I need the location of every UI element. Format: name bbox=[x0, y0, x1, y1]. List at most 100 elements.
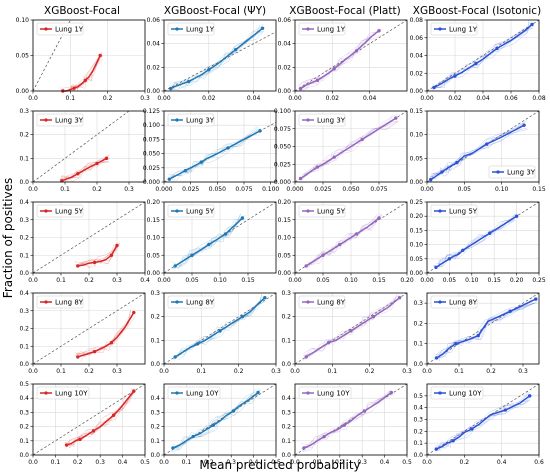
calibration-point bbox=[173, 264, 177, 268]
fold-calibration-curve bbox=[303, 120, 399, 175]
plot-frame bbox=[294, 201, 408, 274]
fold-calibration-curve bbox=[430, 124, 523, 179]
panel-r2-c1: 0.0 0.1 0.2 0.3 0.0 0.1 0.2 0.3 Lung 3Y bbox=[19, 108, 146, 193]
legend-marker bbox=[496, 170, 500, 174]
legend-label: Lung 10Y bbox=[55, 390, 88, 398]
y-tick-label: 0.4 bbox=[19, 395, 29, 402]
y-tick-label: 0.100 bbox=[143, 122, 160, 129]
legend-box bbox=[36, 204, 84, 218]
calibration-point bbox=[191, 434, 195, 439]
x-tick-label: 0.08 bbox=[532, 95, 546, 102]
x-tick-label: 0.000 bbox=[155, 186, 172, 193]
x-tick-label: 0.05 bbox=[185, 277, 199, 284]
calibration-point bbox=[432, 85, 436, 90]
legend-marker bbox=[306, 118, 310, 122]
calibration-point bbox=[207, 68, 211, 72]
calibration-point bbox=[231, 409, 236, 413]
fold-calibration-curve bbox=[66, 53, 102, 91]
fold-calibration-curve bbox=[305, 294, 398, 358]
legend: Lung 1Y bbox=[430, 22, 478, 36]
calibration-point bbox=[72, 86, 76, 90]
legend: Lung 5Y bbox=[36, 204, 84, 218]
fold-calibration-curve bbox=[432, 127, 528, 180]
calibration-point bbox=[132, 389, 136, 393]
legend-box bbox=[36, 295, 84, 309]
fold-calibration-curve bbox=[78, 249, 114, 266]
x-axis-label: Mean predicted probability bbox=[199, 458, 360, 472]
legend: Lung 3Y bbox=[167, 113, 215, 127]
calibration-point bbox=[115, 243, 119, 248]
x-tick-label: 0.20 bbox=[400, 277, 414, 284]
x-tick-label: 0.0 bbox=[28, 186, 38, 193]
x-tick-label: 0.3 bbox=[357, 459, 367, 466]
legend: Lung 1Y bbox=[167, 22, 215, 36]
fold-calibration-curve bbox=[173, 217, 242, 268]
legend-marker bbox=[175, 118, 179, 122]
panel-r4-c4: 0.0 0.1 0.2 0.3 0.0 0.1 0.2 0.3 Lung 8Y bbox=[413, 292, 540, 375]
y-tick-label: 0.02 bbox=[147, 64, 161, 71]
y-tick-label: 0.3 bbox=[150, 409, 160, 416]
calibration-point bbox=[332, 155, 336, 159]
calibration-point bbox=[256, 390, 260, 395]
fold-calibration-curve bbox=[170, 130, 258, 177]
fold-calibration-curve bbox=[168, 31, 261, 90]
y-tick-label: 0.3 bbox=[413, 417, 423, 424]
fold-calibration-curve bbox=[171, 213, 241, 267]
legend-label: Lung 1Y bbox=[317, 26, 346, 34]
calibration-point bbox=[321, 253, 325, 257]
plot-frame bbox=[426, 292, 540, 365]
x-tick-label: 0.2 bbox=[234, 368, 244, 375]
legend-label: Lung 10Y bbox=[317, 390, 350, 398]
legend-label: Lung 8Y bbox=[449, 299, 478, 307]
y-tick-label: 0.2 bbox=[281, 424, 291, 431]
panel-r1-c1: 0.0 0.1 0.2 0.3 0.00 0.05 0.10 Lung 1Y bbox=[16, 17, 150, 102]
x-tick-label: 0.10 bbox=[344, 277, 358, 284]
legend-label: Lung 8Y bbox=[55, 299, 84, 307]
x-tick-label: 0.15 bbox=[532, 186, 546, 193]
calibration-point bbox=[354, 49, 359, 53]
fold-calibration-curve bbox=[428, 121, 525, 179]
calibration-point bbox=[92, 260, 97, 265]
column-title-xgboost-focal: XGBoost-Focal bbox=[44, 5, 120, 17]
calibration-point bbox=[76, 355, 80, 359]
calibration-point bbox=[453, 74, 457, 78]
y-tick-label: 0.125 bbox=[143, 108, 160, 115]
calibration-point bbox=[362, 409, 367, 413]
plot-frame bbox=[163, 292, 277, 365]
y-tick-label: 0.00 bbox=[410, 270, 424, 277]
y-tick-label: 0.3 bbox=[19, 108, 29, 115]
y-tick-label: 0.1 bbox=[19, 343, 29, 350]
calibration-point bbox=[527, 394, 532, 398]
legend-box bbox=[36, 113, 84, 127]
x-tick-label: 0.2 bbox=[365, 368, 375, 375]
legend: Lung 8Y bbox=[298, 295, 346, 309]
x-tick-label: 0.0 bbox=[28, 95, 38, 102]
y-tick-label: 0.0 bbox=[19, 452, 29, 459]
y-tick-label: 0.025 bbox=[274, 161, 291, 168]
y-tick-label: 0.05 bbox=[147, 252, 161, 259]
x-tick-label: 0.2 bbox=[92, 186, 102, 193]
calibration-point bbox=[211, 423, 215, 427]
fold-calibration-curve bbox=[298, 32, 380, 86]
y-tick-label: 0.0 bbox=[413, 361, 423, 368]
x-tick-label: 0.00 bbox=[157, 95, 171, 102]
calibration-point bbox=[92, 349, 97, 354]
calibration-point bbox=[397, 296, 402, 300]
x-tick-label: 0.04 bbox=[363, 95, 377, 102]
y-tick-label: 0.0 bbox=[413, 452, 423, 459]
y-tick-label: 0.2 bbox=[19, 132, 29, 139]
y-tick-label: 0.15 bbox=[147, 217, 161, 224]
panel-r3-c3: 0.00 0.05 0.10 0.15 0.20 0.00 0.05 0.10 0.15 0.20… bbox=[278, 199, 414, 284]
calibration-point bbox=[76, 264, 80, 268]
x-tick-label: 0.075 bbox=[235, 186, 252, 193]
calibration-point bbox=[485, 142, 489, 146]
y-tick-label: 0.3 bbox=[150, 290, 160, 297]
column-title-xgboost-focal-psi: XGBoost-Focal (ΨΥ) bbox=[164, 5, 266, 17]
legend-marker bbox=[306, 27, 310, 31]
x-tick-label: 0.3 bbox=[112, 277, 122, 284]
x-tick-label: 0.1 bbox=[182, 459, 192, 466]
calibration-point bbox=[315, 78, 320, 83]
y-tick-label: 0.0 bbox=[281, 361, 291, 368]
